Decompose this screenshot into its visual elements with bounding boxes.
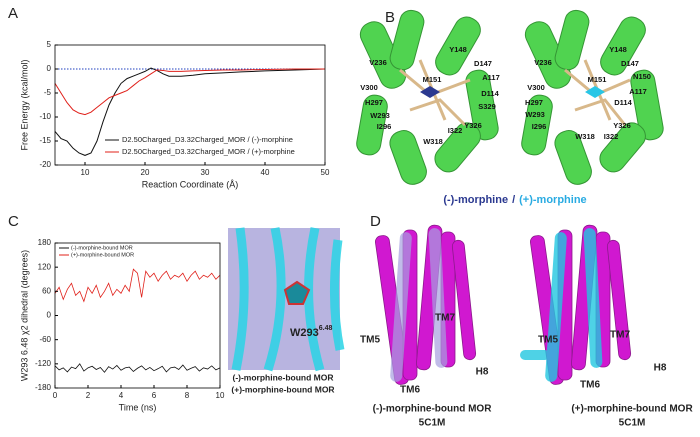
residue-label: V236 <box>534 58 552 67</box>
residue-label: I322 <box>604 132 619 141</box>
helix-label: H8 <box>654 363 667 374</box>
residue-label: S329 <box>478 102 496 111</box>
x-axis-title: Time (ns) <box>119 402 157 412</box>
y-tick-label: -5 <box>44 88 52 97</box>
y-tick-label: -10 <box>39 112 51 121</box>
residue-label: Y148 <box>449 45 467 54</box>
structure-view-d <box>375 224 632 385</box>
residue-label: Y148 <box>609 45 627 54</box>
caption-plus: (+)-morphine <box>519 194 587 206</box>
residue-label: V300 <box>360 83 378 92</box>
residue-label: W293 <box>525 110 545 119</box>
helix-label: TM6 <box>580 380 600 391</box>
residue-label: D114 <box>614 98 632 107</box>
residue-label: W318 <box>575 132 595 141</box>
x-tick-label: 6 <box>152 391 157 400</box>
x-tick-label: 10 <box>216 391 225 400</box>
y-tick-label: 0 <box>47 64 52 73</box>
residue-label: D147 <box>621 59 639 68</box>
y-tick-label: -15 <box>39 136 51 145</box>
y-tick-label: 60 <box>42 286 51 295</box>
helix-label: TM5 <box>538 335 558 346</box>
y-tick-label: 120 <box>38 262 52 271</box>
residue-label: H297 <box>525 98 543 107</box>
residue-label: I296 <box>377 122 392 131</box>
reference-caption: 5C1M <box>419 418 446 429</box>
x-tick-label: 4 <box>119 391 124 400</box>
y-tick-label: 0 <box>47 311 52 320</box>
x-axis-title: Reaction Coordinate (Å) <box>142 179 239 189</box>
residue-label: W2936.48 <box>290 325 332 339</box>
residue-label: I322 <box>448 126 463 135</box>
x-tick-label: 2 <box>86 391 91 400</box>
residue-label: W318 <box>423 137 443 146</box>
panel-letter: B <box>385 9 395 26</box>
residue-label: M151 <box>423 75 442 84</box>
x-tick-label: 0 <box>53 391 58 400</box>
x-tick-label: 10 <box>81 168 90 177</box>
legend-label: (-)-morphine-bound MOR <box>71 245 133 251</box>
y-tick-label: -180 <box>35 383 52 392</box>
legend-label: D2.50Charged_D3.32Charged_MOR / (+)-morp… <box>122 147 295 156</box>
legend-label: D2.50Charged_D3.32Charged_MOR / (-)-morp… <box>122 135 293 144</box>
panel-letter: C <box>8 213 19 230</box>
panel-letter: D <box>370 213 381 230</box>
residue-label: V236 <box>369 58 387 67</box>
residue-label: A117 <box>629 87 647 96</box>
structure-caption: (+)-morphine-bound MOR <box>571 404 693 415</box>
inset-label: (-)-morphine-bound MOR <box>232 372 333 382</box>
helix-label: TM6 <box>400 385 420 396</box>
residue-label: Y326 <box>613 121 631 130</box>
y-tick-label: -20 <box>39 160 51 169</box>
helix-label: TM7 <box>435 313 455 324</box>
residue-name: W293 <box>290 327 319 339</box>
series-line <box>54 268 221 303</box>
residue-label: W293 <box>370 111 390 120</box>
inset-label: (+)-morphine-bound MOR <box>231 384 334 394</box>
series-line <box>54 67 326 156</box>
residue-label: H297 <box>365 98 383 107</box>
structure-view-b <box>356 9 664 185</box>
helix-label: TM5 <box>360 335 380 346</box>
legend-label: (+)-morphine-bound MOR <box>71 252 134 258</box>
y-axis-title: Free Energy (kcal/mol) <box>19 59 29 150</box>
helix-label: H8 <box>476 367 489 378</box>
reference-caption: 5C1M <box>619 418 646 429</box>
y-tick-label: -60 <box>39 335 51 344</box>
residue-label: N150 <box>633 72 651 81</box>
y-axis-title: W293 6.48 χ2 dihedral (degrees) <box>19 250 29 381</box>
panel-letter: A <box>8 5 18 22</box>
caption-separator: / <box>512 194 515 206</box>
residue-superscript: 6.48 <box>319 325 333 332</box>
residue-label: Y326 <box>464 121 482 130</box>
series-line <box>54 363 221 373</box>
y-tick-label: -120 <box>35 359 52 368</box>
helix-label: TM7 <box>610 330 630 341</box>
caption-minus: (-)-morphine <box>443 194 508 206</box>
residue-label: M151 <box>588 75 607 84</box>
structure-caption: (-)-morphine-bound MOR <box>373 404 493 415</box>
y-tick-label: 180 <box>38 238 52 247</box>
caption: (-)-morphine / (+)-morphine <box>443 194 586 206</box>
residue-label: I296 <box>532 122 547 131</box>
x-tick-label: 40 <box>261 168 270 177</box>
plot-frame <box>54 44 326 166</box>
x-tick-label: 20 <box>141 168 150 177</box>
residue-label: A117 <box>482 73 500 82</box>
residue-label: V300 <box>527 83 545 92</box>
x-tick-label: 8 <box>185 391 190 400</box>
series-line <box>54 68 325 116</box>
x-tick-label: 50 <box>321 168 330 177</box>
residue-label: D114 <box>481 89 499 98</box>
structure-view-c <box>228 227 345 372</box>
residue-label: D147 <box>474 59 492 68</box>
y-tick-label: 5 <box>47 40 52 49</box>
x-tick-label: 30 <box>201 168 210 177</box>
